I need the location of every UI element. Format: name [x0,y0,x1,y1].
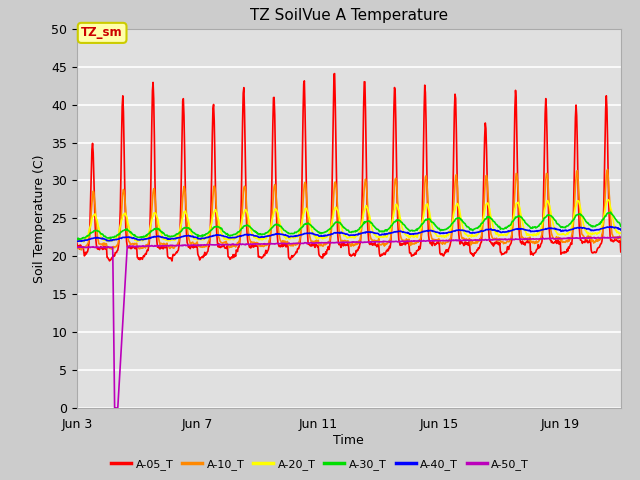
A-20_T [80,239,88,245]
A-50_T [513,236,520,242]
Y-axis label: Soil Temperature (C): Soil Temperature (C) [33,154,45,283]
A-10_T [617,237,625,242]
A-50_T [73,245,81,251]
A-20_T [93,217,101,223]
Title: TZ SoilVue A Temperature: TZ SoilVue A Temperature [250,9,448,24]
A-05_T [513,166,521,171]
A-05_T [73,240,81,246]
A-50_T [382,239,390,244]
A-30_T [617,223,625,229]
Text: TZ_sm: TZ_sm [81,26,123,39]
A-20_T [271,206,279,212]
A-10_T [202,243,209,249]
A-40_T [606,224,614,229]
A-30_T [382,228,390,233]
Line: A-50_T: A-50_T [77,237,621,408]
A-40_T [93,235,100,241]
A-10_T [301,181,308,187]
A-30_T [301,221,308,227]
A-30_T [607,209,614,215]
A-30_T [93,228,101,234]
A-10_T [513,171,520,177]
A-50_T [301,240,308,246]
A-05_T [168,258,176,264]
Line: A-20_T: A-20_T [77,200,621,242]
A-40_T [73,239,81,244]
A-05_T [202,252,209,258]
A-20_T [513,200,520,206]
A-30_T [202,232,209,238]
Line: A-10_T: A-10_T [77,169,621,250]
A-50_T [202,242,209,248]
A-40_T [201,236,209,241]
A-40_T [513,226,520,232]
A-05_T [271,150,279,156]
A-20_T [604,197,612,203]
A-40_T [381,232,389,238]
A-30_T [513,215,520,220]
A-05_T [93,242,100,248]
A-10_T [382,242,390,248]
Legend: A-05_T, A-10_T, A-20_T, A-30_T, A-40_T, A-50_T: A-05_T, A-10_T, A-20_T, A-30_T, A-40_T, … [107,455,533,474]
A-30_T [76,237,83,242]
A-10_T [604,167,611,172]
A-30_T [73,236,81,241]
A-50_T [93,244,100,250]
A-50_T [271,241,279,247]
Line: A-30_T: A-30_T [77,212,621,240]
A-40_T [300,231,308,237]
A-20_T [73,238,81,243]
A-05_T [617,249,625,255]
A-05_T [383,248,390,254]
A-30_T [271,222,279,228]
Line: A-40_T: A-40_T [77,227,621,241]
A-20_T [382,233,390,239]
A-05_T [331,71,339,76]
Line: A-05_T: A-05_T [77,73,621,261]
A-10_T [93,229,101,235]
A-20_T [301,209,308,215]
A-50_T [112,405,120,411]
A-40_T [617,227,625,233]
X-axis label: Time: Time [333,433,364,446]
A-10_T [73,245,81,251]
A-10_T [271,183,279,189]
A-50_T [616,234,624,240]
A-20_T [617,230,625,236]
A-05_T [301,78,308,84]
A-40_T [271,231,278,237]
A-10_T [77,247,85,253]
A-50_T [617,235,625,240]
A-20_T [202,235,209,241]
